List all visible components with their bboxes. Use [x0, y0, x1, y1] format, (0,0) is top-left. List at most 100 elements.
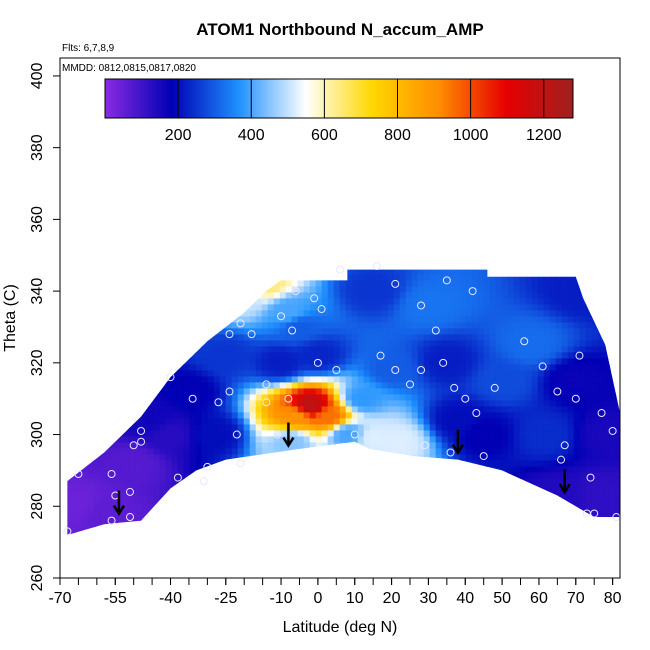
heatmap-cell — [537, 436, 545, 444]
heatmap-cell — [417, 358, 425, 366]
heatmap-cell — [213, 352, 221, 360]
heatmap-cell — [579, 472, 587, 480]
heatmap-cell — [543, 304, 551, 312]
heatmap-cell — [303, 346, 311, 354]
heatmap-cell — [291, 424, 299, 432]
heatmap-cell — [507, 304, 515, 312]
heatmap-cell — [375, 298, 383, 306]
heatmap-cell — [159, 412, 167, 420]
heatmap-cell — [561, 376, 569, 384]
sample-point — [273, 430, 282, 439]
heatmap-cell — [543, 472, 551, 480]
heatmap-cell — [465, 269, 473, 276]
heatmap-cell — [477, 316, 485, 324]
heatmap-cell — [195, 460, 203, 468]
heatmap-cell — [327, 394, 335, 402]
heatmap-cell — [435, 376, 443, 384]
heatmap-cell — [279, 406, 287, 414]
heatmap-cell — [501, 280, 509, 288]
heatmap-cell — [279, 352, 287, 360]
heatmap-cell — [453, 340, 461, 348]
heatmap-cell — [543, 316, 551, 324]
heatmap-cell — [417, 448, 425, 456]
sample-point — [608, 426, 617, 435]
heatmap-cell — [375, 358, 383, 366]
heatmap-cell — [507, 274, 515, 282]
heatmap-cell — [351, 298, 359, 306]
heatmap-cell — [231, 376, 239, 384]
heatmap-cell — [393, 394, 401, 402]
heatmap-cell — [171, 460, 179, 468]
heatmap-cell — [531, 346, 539, 354]
heatmap-cell — [531, 442, 539, 450]
heatmap-cell — [159, 400, 167, 408]
heatmap-cell — [489, 454, 497, 462]
heatmap-cell — [267, 424, 275, 432]
heatmap-cell — [369, 274, 377, 282]
heatmap-cell — [303, 304, 311, 312]
heatmap-cell — [243, 412, 251, 420]
heatmap-cell — [369, 370, 377, 378]
heatmap-cell — [537, 274, 545, 282]
heatmap-cell — [321, 400, 329, 408]
heatmap-cell — [435, 370, 443, 378]
heatmap-cell — [459, 388, 467, 396]
heatmap-cell — [447, 310, 455, 318]
heatmap-cell — [291, 352, 299, 360]
heatmap-cell — [591, 400, 599, 408]
heatmap-cell — [183, 376, 191, 384]
heatmap-cell — [303, 418, 311, 426]
x-tick-label: 50 — [493, 590, 511, 607]
heatmap-cell — [585, 334, 593, 342]
heatmap-cell — [333, 292, 341, 300]
heatmap-cell — [501, 364, 509, 372]
heatmap-cell — [555, 280, 563, 288]
heatmap-cell — [381, 370, 389, 378]
sample-point — [590, 509, 599, 518]
heatmap-cell — [381, 346, 389, 354]
heatmap-cell — [465, 364, 473, 372]
heatmap-cell — [411, 352, 419, 360]
heatmap-cell — [465, 334, 473, 342]
sample-point — [571, 394, 580, 403]
heatmap-cell — [447, 358, 455, 366]
heatmap-cell — [489, 346, 497, 354]
sample-point — [417, 301, 426, 310]
heatmap-cell — [67, 490, 71, 498]
heatmap-cell — [291, 322, 299, 330]
heatmap-cell — [207, 400, 215, 408]
heatmap-cell — [135, 514, 143, 522]
heatmap-cell — [309, 310, 317, 318]
heatmap-cell — [591, 346, 599, 354]
heatmap-cell — [87, 460, 95, 468]
heatmap-cell — [447, 322, 455, 330]
heatmap-cell — [609, 382, 617, 390]
heatmap-cell — [327, 346, 335, 354]
heatmap-cell — [303, 376, 311, 384]
heatmap-cell — [339, 316, 347, 324]
heatmap-cell — [525, 340, 533, 348]
heatmap-cell — [339, 310, 347, 318]
heatmap-cell — [465, 328, 473, 336]
heatmap-cell — [303, 286, 311, 294]
heatmap-cell — [531, 280, 539, 288]
heatmap-cell — [183, 424, 191, 432]
heatmap-cell — [171, 478, 179, 486]
heatmap-cell — [513, 364, 521, 372]
heatmap-cell — [603, 406, 611, 414]
heatmap-cell — [567, 304, 575, 312]
sample-point — [376, 351, 385, 360]
heatmap-cell — [225, 394, 233, 402]
heatmap-cell — [441, 286, 449, 294]
heatmap-cell — [549, 364, 557, 372]
heatmap-cell — [111, 448, 119, 456]
heatmap-cell — [261, 304, 269, 312]
heatmap-cell — [249, 370, 257, 378]
flight-arrows — [112, 422, 571, 517]
heatmap-cell — [603, 412, 611, 420]
heatmap-cell — [477, 310, 485, 318]
heatmap-cell — [231, 412, 239, 420]
heatmap-cell — [597, 388, 605, 396]
heatmap-cell — [573, 316, 581, 324]
heatmap-cell — [567, 382, 575, 390]
